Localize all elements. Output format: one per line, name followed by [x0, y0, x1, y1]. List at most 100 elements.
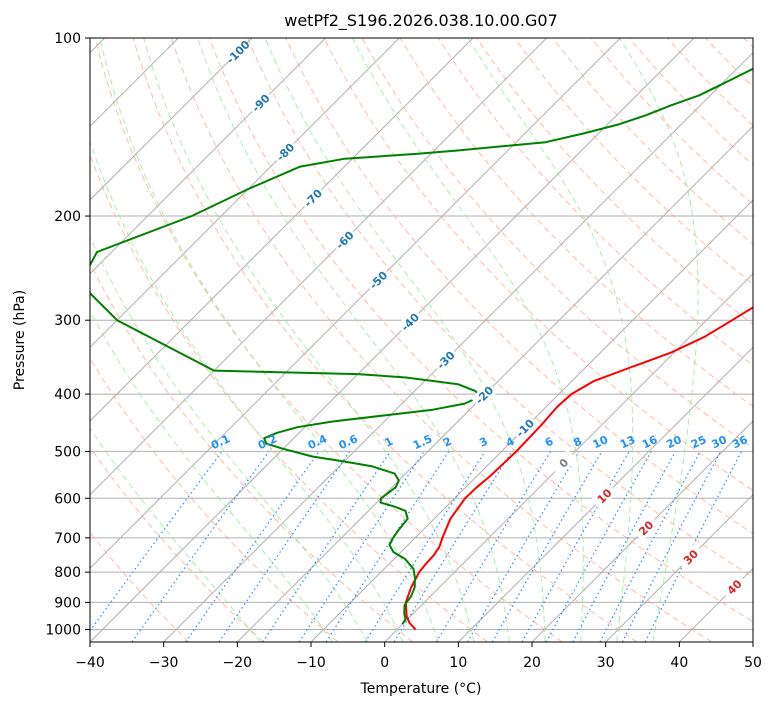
- y-tick-label: 600: [54, 491, 81, 507]
- mixing-ratio-label: 6: [543, 435, 556, 450]
- dry-adiabat-line: [90, 357, 339, 642]
- chart-title: wetPf2_S196.2026.038.10.00.G07: [284, 11, 558, 31]
- x-tick-label: −30: [149, 655, 179, 671]
- x-tick-label: −20: [223, 655, 253, 671]
- isotherm-label-bg: [550, 449, 578, 477]
- dry-adiabat-line: [170, 38, 712, 642]
- mixing-ratio-line: [131, 451, 270, 642]
- mixing-ratio-line: [545, 451, 652, 642]
- mixing-ratio-label: 36: [730, 433, 750, 451]
- mixing-ratio-label: 20: [664, 433, 684, 451]
- isotherm-line: [384, 272, 753, 642]
- isotherm-line: [163, 51, 753, 642]
- moist-adiabat-line: [143, 38, 475, 642]
- dewpoint-profile: [90, 67, 753, 625]
- x-tick-label: 40: [670, 655, 688, 671]
- dry-adiabat-line: [361, 38, 753, 449]
- dry-adiabat-line: [705, 38, 753, 88]
- mixing-ratio-line: [599, 451, 701, 642]
- y-tick-label: 800: [54, 565, 81, 581]
- dry-adiabat-line: [132, 38, 638, 642]
- mixing-ratio-line: [90, 451, 223, 632]
- background-grid: [90, 38, 753, 642]
- x-axis-label: Temperature (°C): [360, 681, 482, 697]
- mixing-ratio-label: 30: [710, 433, 730, 451]
- dry-adiabat-line: [323, 38, 753, 492]
- moist-adiabat-line: [90, 310, 333, 642]
- y-axis-label: Pressure (hPa): [12, 290, 28, 390]
- mixing-ratio-label: 1: [383, 435, 395, 450]
- mixing-ratio-line: [435, 451, 552, 642]
- isotherm-label-bg: [331, 226, 359, 254]
- mixing-ratio-line: [466, 451, 580, 642]
- mixing-ratio-label: 10: [591, 433, 611, 451]
- moist-adiabat-line: [197, 38, 510, 642]
- x-tick-label: 50: [744, 655, 762, 671]
- moist-adiabat-line: [264, 38, 546, 642]
- dry-adiabat-line: [399, 38, 753, 408]
- dry-adiabat-line: [590, 38, 753, 206]
- isotherm-label-bg: [299, 184, 327, 212]
- isotherm-label: -100: [224, 38, 253, 67]
- mixing-ratio-line: [364, 451, 486, 642]
- x-axis: −40 −30 −20 −10 0 10 20 30 40 50: [75, 642, 762, 671]
- temperature-profile: [404, 306, 753, 631]
- mixing-ratio-label: 13: [618, 433, 637, 451]
- isotherm-label-bg: [720, 573, 748, 601]
- isotherm-line: [752, 641, 753, 642]
- y-tick-label: 700: [54, 531, 81, 547]
- isotherm-label-bg: [511, 414, 539, 442]
- isotherm-label-bg: [247, 89, 275, 117]
- x-tick-label: 0: [380, 655, 389, 671]
- isotherm-label-bg: [677, 543, 705, 571]
- y-tick-label: 300: [54, 313, 81, 329]
- moist-adiabat-line: [99, 38, 439, 642]
- mixing-ratio-line: [521, 451, 630, 642]
- dry-adiabat-line: [514, 38, 753, 285]
- mixing-ratio-line: [325, 451, 450, 642]
- x-tick-label: −10: [296, 655, 326, 671]
- plot-frame: [89, 37, 754, 643]
- moist-adiabat-line: [90, 235, 369, 642]
- dry-adiabat-line: [209, 38, 753, 623]
- moist-adiabat-line: [619, 38, 699, 642]
- moist-adiabat-line: [90, 139, 404, 642]
- dry-adiabat-line: [437, 38, 753, 366]
- isotherm-line: [90, 38, 695, 642]
- isotherm-line: [90, 38, 327, 275]
- dry-adiabat-line: [476, 38, 753, 326]
- mixing-ratio-line: [491, 451, 603, 642]
- y-tick-label: 100: [54, 31, 81, 47]
- isotherm-label-bg: [271, 138, 299, 166]
- isotherm-line: [531, 420, 753, 642]
- isotherm-line: [90, 38, 474, 422]
- y-tick-label: 500: [54, 444, 81, 460]
- x-tick-label: 10: [449, 655, 467, 671]
- mixing-ratio-label: 25: [689, 433, 708, 451]
- mixing-ratio-line: [185, 451, 320, 642]
- mixing-ratio-label: 16: [640, 433, 660, 451]
- dry-adiabat-line: [628, 38, 753, 166]
- isotherm-label-bg: [396, 308, 424, 336]
- mixing-ratio-line: [262, 451, 391, 642]
- isotherm-label-bg: [432, 346, 460, 374]
- x-tick-label: 30: [597, 655, 615, 671]
- dry-adiabat-line: [90, 261, 414, 642]
- isotherm-line: [457, 346, 753, 642]
- mixing-ratio-label: 3: [477, 435, 489, 450]
- moist-adiabat-line: [352, 38, 584, 642]
- dry-adiabat-line: [90, 531, 190, 642]
- mixing-ratio-line: [393, 451, 513, 642]
- y-tick-label: 1000: [45, 622, 81, 638]
- moist-adiabat-line: [467, 38, 634, 642]
- dry-adiabat-line: [552, 38, 753, 245]
- dry-adiabat-line: [743, 38, 753, 49]
- y-tick-label: 200: [54, 209, 81, 225]
- isotherm-label-bg: [632, 514, 660, 542]
- dry-adiabat-line: [667, 38, 753, 127]
- isotherm-label-bg: [364, 266, 392, 294]
- dry-adiabat-line: [90, 153, 488, 642]
- y-axis: 100 200 300 400 500 600 700 800 900 1000: [45, 31, 90, 638]
- mixing-ratio-line: [298, 451, 425, 642]
